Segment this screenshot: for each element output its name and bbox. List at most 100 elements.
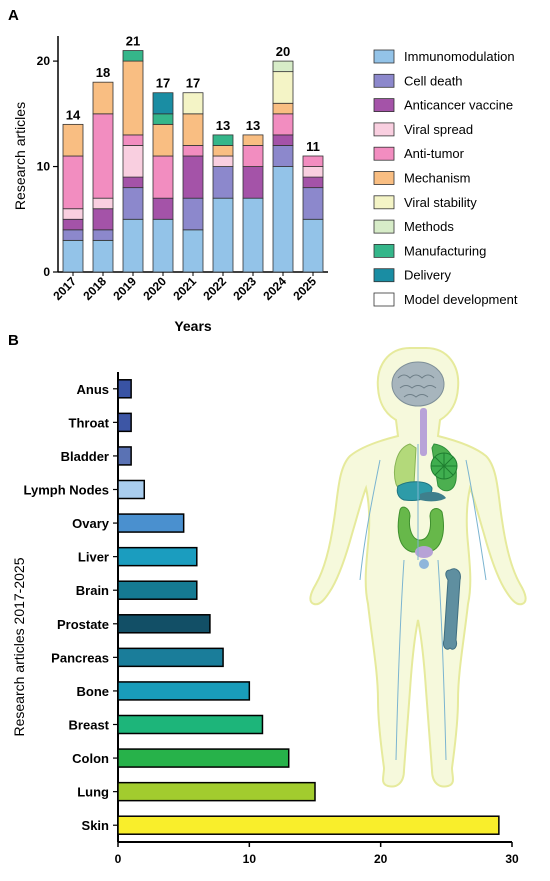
legend-label: Viral stability [404,195,477,210]
a-total-label: 13 [246,118,260,133]
human-body-anatomy-illustration [309,347,527,788]
a-bar-segment-2024-mechanism [272,102,294,115]
a-bar-segment-2021-mechanism [182,113,204,146]
a-x-tick-label: 2023 [230,274,259,303]
b-category-label: Lung [77,785,109,800]
b-bar-lymph-nodes [117,479,146,500]
a-x-tick-label: 2020 [140,274,169,303]
a-bar-segment-2019-immunomodulation [122,218,144,273]
bladder [419,559,429,569]
a-bar-segment-2022-manufacturing [212,134,234,146]
a-bar-segment-2018-immunomodulation [92,239,114,273]
b-category-label: Liver [78,550,109,565]
a-bar-segment-2022-cell-death [212,166,234,199]
a-bar-segment-2018-anti-tumor [92,113,114,199]
legend-label: Model development [404,292,518,307]
a-y-axis-title: Research articles [12,102,28,210]
brain-folds [397,374,437,398]
a-total-label: 20 [276,44,290,59]
chart-b: 0 10 20 30 Anus Throat Bladder Lymph Nodes Ovary… [11,372,519,866]
a-y-tick-label: 20 [37,54,51,68]
b-category-label: Colon [72,751,109,766]
a-bar-segment-2017-mechanism [62,123,84,157]
b-category-label: Lymph Nodes [24,483,109,498]
b-category-label: Throat [69,415,110,430]
a-bar-segment-2019-cell-death [122,187,144,220]
legend-a: Immunomodulation Cell death Anticancer vac… [373,49,518,307]
a-bar-segment-2020-delivery [152,92,174,115]
a-bar-segment-2024-cell-death [272,145,294,167]
a-bar-segment-2023-immunomodulation [242,197,264,273]
a-total-label: 13 [216,118,230,133]
a-x-tick-label: 2019 [110,274,139,303]
b-bar-breast [117,714,264,735]
legend-label: Mechanism [404,171,470,186]
b-bar-colon [117,748,290,768]
legend-swatch-anti-tumor [373,146,395,161]
a-bar-segment-2019-manufacturing [122,50,144,62]
legend-swatch-model-development [373,292,395,307]
a-bar-segment-2025-immunomodulation [302,218,324,273]
a-bar-segment-2025-cell-death [302,187,324,220]
b-bar-skin [117,815,500,835]
a-bar-segment-2021-anti-tumor [182,145,204,157]
a-bar-segment-2019-mechanism [122,60,144,136]
lymph-vessels [359,444,487,761]
b-category-label: Bone [77,684,110,699]
bone [443,568,461,650]
a-bar-segment-2020-immunomodulation [152,218,174,273]
b-bar-bone [117,681,251,701]
legend-swatch-anticancer-vaccine [373,98,395,112]
panel-a-letter: A [8,7,19,24]
a-bar-segment-2024-anticancer-vaccine [272,134,294,146]
a-bar-segment-2025-anti-tumor [302,155,324,167]
legend-label: Delivery [404,268,451,283]
a-x-tick-label: 2021 [170,274,199,303]
chart-a: 0102014201718201821201917202017202113202… [12,34,328,334]
a-bar-segment-2017-anti-tumor [62,155,84,210]
legend-label: Viral spread [404,122,473,137]
a-bar-segment-2025-anticancer-vaccine [302,176,324,189]
b-category-label: Breast [69,718,110,733]
b-x-tick-label: 10 [243,852,257,866]
legend-label: Cell death [404,73,463,88]
a-bar-segment-2023-mechanism [242,134,264,146]
a-bar-segment-2017-immunomodulation [62,239,84,273]
a-total-label: 11 [306,139,320,154]
a-total-label: 17 [186,76,200,91]
a-bar-segment-2020-anti-tumor [152,155,174,199]
b-bar-throat [117,412,132,433]
legend-label: Anticancer vaccine [404,98,513,113]
a-bar-segment-2022-mechanism [212,145,234,157]
b-category-label: Brain [76,583,109,598]
legend-swatch-viral-stability [373,195,395,210]
legend-label: Methods [404,219,454,234]
pancreas [420,491,446,502]
legend-swatch-immunomodulation [373,49,395,64]
a-bar-segment-2021-viral-stability [182,92,204,115]
b-bar-lung [117,781,316,802]
a-bar-segment-2022-immunomodulation [212,197,234,273]
b-category-label: Ovary [72,516,110,531]
a-total-label: 17 [156,76,170,91]
b-bar-anus [117,379,132,399]
a-total-label: 21 [126,34,140,49]
a-bar-segment-2017-cell-death [62,229,84,241]
legend-swatch-manufacturing [373,243,395,258]
a-total-label: 18 [96,65,110,80]
a-x-tick-label: 2024 [260,274,289,303]
a-bar-segment-2017-viral-spread [62,208,84,220]
a-x-tick-label: 2025 [290,274,319,303]
a-bar-segment-2021-immunomodulation [182,229,204,273]
breast-detail [431,453,457,479]
a-bar-segment-2022-viral-spread [212,155,234,167]
b-category-label: Prostate [57,617,109,632]
a-x-tick-label: 2018 [80,274,109,303]
b-category-label: Anus [77,382,110,397]
brain [391,361,445,407]
a-bar-segment-2024-methods [272,60,294,73]
panel-b-letter: B [8,332,19,349]
a-bar-segment-2019-anticancer-vaccine [122,176,144,189]
a-bar-segment-2021-cell-death [182,197,204,231]
legend-swatch-mechanism [373,171,395,185]
